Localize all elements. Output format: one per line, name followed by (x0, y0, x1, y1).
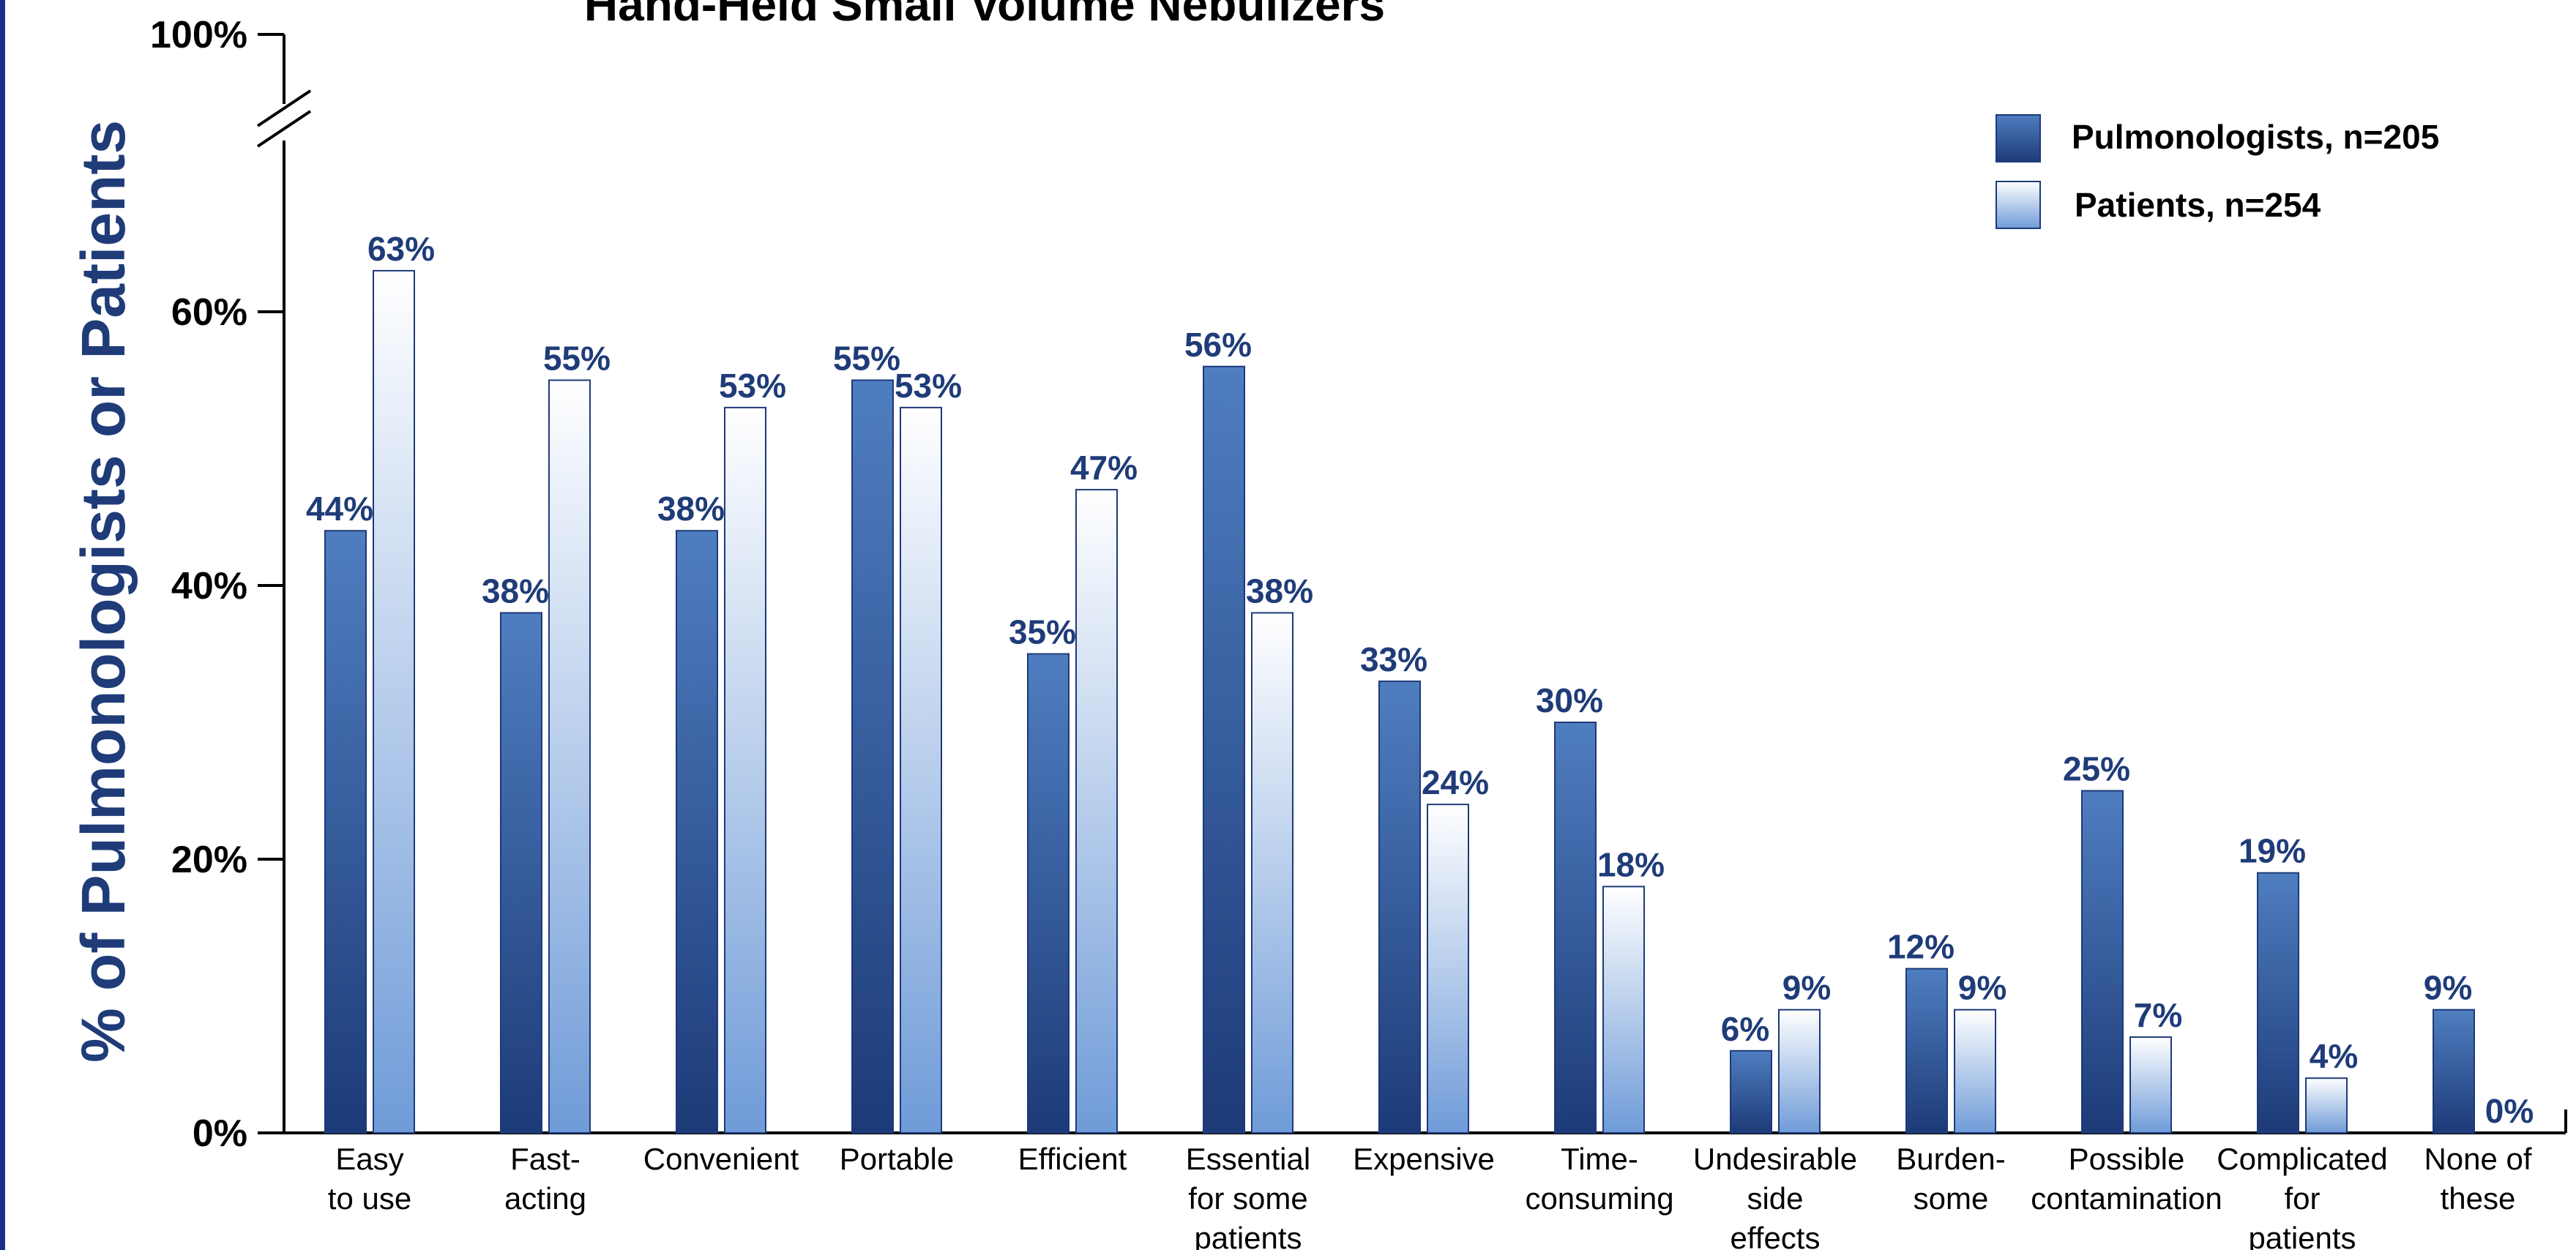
data-label: 53% (895, 367, 962, 405)
y-tick-label: 40% (171, 565, 247, 607)
data-label: 56% (1184, 326, 1252, 364)
bar-pulmonologists (2081, 790, 2124, 1134)
data-label: 55% (833, 340, 900, 378)
x-category-label: Time-consuming (1525, 1142, 1673, 1216)
left-border (0, 0, 5, 1250)
data-label: 35% (1009, 613, 1076, 651)
bar-pulmonologists (324, 530, 367, 1134)
legend-label-pulmonologists: Pulmonologists, n=205 (2072, 118, 2439, 156)
data-label: 12% (1887, 928, 1955, 966)
data-label: 44% (306, 490, 373, 528)
data-label: 9% (1958, 969, 2006, 1007)
x-category-label: None of these (2424, 1142, 2531, 1216)
x-category-label: Undesirable side effects (1693, 1142, 1857, 1250)
legend-swatch-patients (1996, 181, 2041, 229)
data-label: 4% (2310, 1037, 2358, 1075)
y-tick-label: 60% (171, 291, 247, 334)
data-label: 9% (2424, 969, 2472, 1007)
bar-patients (724, 406, 766, 1134)
bar-patients (548, 379, 591, 1134)
data-label: 63% (367, 230, 435, 268)
data-label: 0% (2485, 1092, 2534, 1130)
x-category-label: Portable (840, 1142, 954, 1176)
bar-patients (1954, 1008, 1996, 1134)
bar-pulmonologists (2257, 872, 2299, 1134)
legend-label-patients: Patients, n=254 (2075, 186, 2321, 224)
chart-title: Hand-Held Small Volume Nebulizers (584, 0, 1385, 31)
bar-pulmonologists (2433, 1008, 2475, 1134)
data-label: 33% (1360, 640, 1427, 678)
x-category-label: Fast-acting (504, 1142, 586, 1216)
data-label: 18% (1597, 845, 1665, 883)
x-category-label: Complicated for patients (2217, 1142, 2387, 1250)
data-label: 38% (1246, 572, 1313, 610)
bar-patients (1778, 1008, 1821, 1134)
bar-pulmonologists (1730, 1049, 1772, 1134)
data-label: 47% (1070, 449, 1138, 487)
data-labels: 44%63%38%55%38%53%55%53%35%47%56%38%33%2… (306, 230, 2534, 1130)
y-tick-label: 0% (193, 1112, 247, 1155)
bar-patients (2129, 1036, 2172, 1134)
bar-patients (900, 406, 942, 1134)
bar-pulmonologists (1905, 968, 1948, 1134)
x-category-label: Possible contamination (2031, 1142, 2222, 1216)
data-label: 53% (719, 367, 786, 405)
axes (256, 33, 2567, 1134)
data-label: 25% (2063, 750, 2130, 788)
bars (324, 269, 2475, 1134)
legend-swatch-pulmonologists (1996, 114, 2041, 162)
bar-patients (1602, 886, 1645, 1134)
y-axis-label: % of Pulmonologists or Patients (69, 120, 138, 1063)
y-tick-label: 100% (150, 14, 247, 56)
bar-pulmonologists (1554, 722, 1597, 1134)
bar-pulmonologists (500, 612, 542, 1134)
y-tick-labels: 0% 20% 40% 60% 100% (150, 14, 247, 1155)
data-label: 7% (2134, 996, 2182, 1034)
data-label: 24% (1422, 763, 1489, 801)
x-category-label: Essential for some patients (1186, 1142, 1310, 1250)
bar-pulmonologists (676, 530, 718, 1134)
y-tick-label: 20% (171, 839, 247, 881)
bar-patients (373, 269, 415, 1134)
bar-patients (1427, 804, 1469, 1134)
data-label: 55% (543, 340, 611, 378)
data-label: 9% (1782, 969, 1831, 1007)
bar-pulmonologists (851, 379, 894, 1134)
data-label: 38% (657, 490, 725, 528)
data-label: 30% (1536, 681, 1603, 719)
data-label: 38% (482, 572, 549, 610)
bar-patients (2305, 1077, 2348, 1134)
x-category-label: Expensive (1353, 1142, 1495, 1176)
data-label: 6% (1721, 1010, 1769, 1048)
axis-break-mark (256, 110, 312, 148)
bar-patients (1251, 612, 1293, 1134)
bar-patients (1075, 489, 1118, 1134)
x-category-label: Convenient (643, 1142, 799, 1176)
data-label: 19% (2239, 832, 2306, 870)
bar-pulmonologists (1203, 365, 1245, 1134)
bar-pulmonologists (1027, 653, 1069, 1134)
axis-break-mark (256, 89, 312, 127)
x-category-label: Easy to use (328, 1142, 411, 1216)
x-category-labels: Easy to use Fast-acting Convenient Portable E… (328, 1142, 2532, 1250)
legend: Pulmonologists, n=205 Patients, n=254 (1996, 114, 2439, 229)
bar-pulmonologists (1378, 680, 1421, 1134)
x-category-label: Efficient (1018, 1142, 1127, 1176)
x-category-label: Burden-some (1896, 1142, 2005, 1216)
